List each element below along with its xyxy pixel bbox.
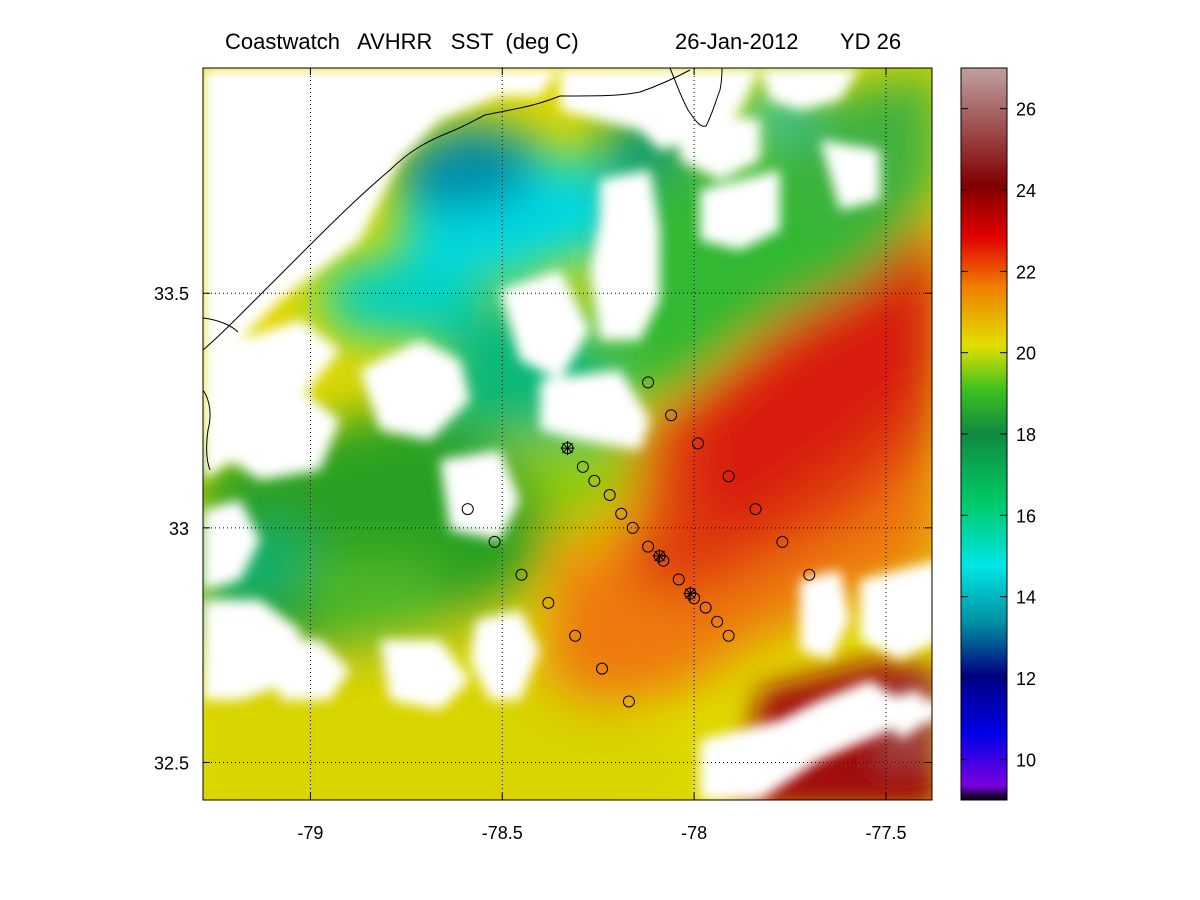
station-markers: [461, 376, 816, 708]
station-marker: [488, 535, 501, 548]
y-tick-label: 33.5: [154, 284, 189, 304]
station-marker: [688, 592, 701, 605]
station-marker-star: [560, 441, 575, 456]
sst-field: [203, 68, 932, 800]
map-frame: [202, 67, 933, 801]
station-marker: [672, 573, 685, 586]
station-marker: [722, 629, 735, 642]
station-marker: [576, 460, 589, 473]
station-marker-star: [683, 586, 698, 601]
station-marker: [642, 540, 655, 553]
y-tick-label: 33: [169, 519, 189, 539]
station-marker: [665, 409, 678, 422]
x-tick-label: -78.5: [482, 823, 523, 843]
station-marker: [749, 503, 762, 516]
colorbar-tick-label: 10: [1016, 750, 1036, 770]
colorbar-tick-label: 16: [1016, 506, 1036, 526]
colorbar-axis: 10 12 14 16 18 20 22 24 26: [961, 100, 1036, 770]
station-marker: [711, 615, 724, 628]
colorbar-tick-label: 20: [1016, 344, 1036, 364]
station-marker: [657, 554, 670, 567]
axes: -79 -78.5 -78 -77.5 32.5 33 33.5: [154, 68, 932, 843]
station-marker: [722, 470, 735, 483]
station-marker: [588, 474, 601, 487]
station-marker: [615, 507, 628, 520]
station-marker: [626, 521, 639, 534]
station-marker: [803, 568, 816, 581]
station-marker: [515, 568, 528, 581]
map-title: Coastwatch AVHRR SST (deg C): [225, 29, 579, 54]
station-marker: [542, 596, 555, 609]
station-marker: [642, 376, 655, 389]
station-marker-star: [652, 549, 667, 563]
station-marker: [603, 489, 616, 501]
station-marker: [461, 503, 474, 516]
station-marker: [622, 695, 635, 708]
colorbar-tick-label: 22: [1016, 262, 1036, 282]
x-tick-label: -78: [681, 823, 707, 843]
station-marker: [776, 535, 789, 548]
yearday-label: YD 26: [840, 29, 902, 54]
station-marker: [699, 601, 712, 614]
colorbar-tick-label: 18: [1016, 425, 1036, 445]
colorbar-tick-label: 14: [1016, 588, 1036, 608]
station-marker: [596, 662, 609, 675]
date-label: 26-Jan-2012: [675, 29, 799, 54]
colorbar-tick-label: 24: [1016, 181, 1036, 201]
colorbar-tick-label: 12: [1016, 669, 1036, 689]
grid: [203, 68, 932, 800]
station-marker: [569, 629, 582, 642]
colorbar-tick-label: 26: [1016, 100, 1036, 120]
station-marker: [691, 437, 704, 450]
x-tick-label: -79: [297, 823, 323, 843]
colorbar: [960, 67, 1008, 801]
coastline: [203, 68, 723, 471]
x-tick-label: -77.5: [865, 823, 906, 843]
y-tick-label: 32.5: [154, 753, 189, 773]
